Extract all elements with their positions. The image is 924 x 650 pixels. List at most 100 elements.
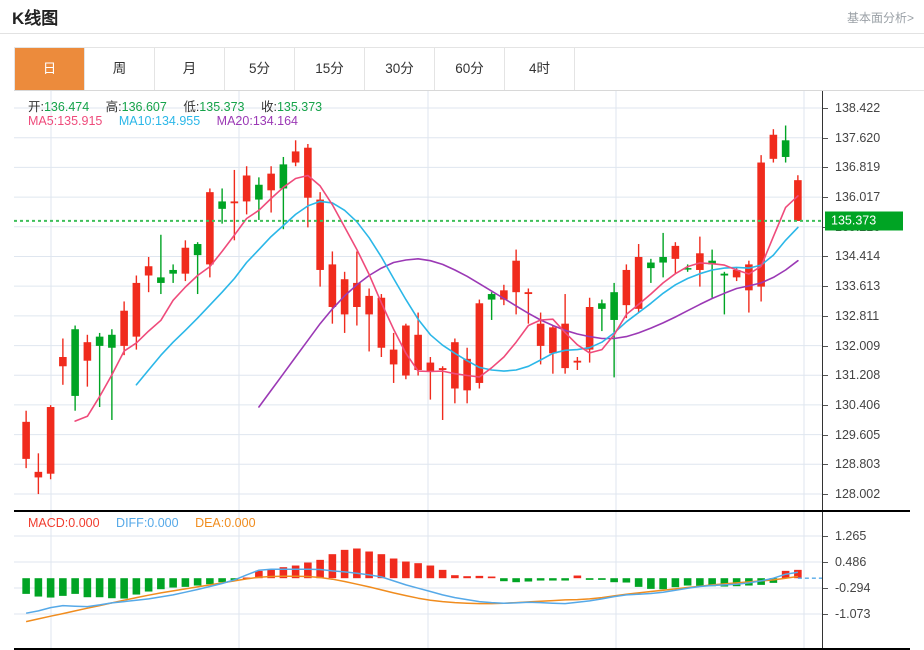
- macd-axis-label: 0.486: [835, 554, 867, 569]
- price-axis-tick: [823, 197, 828, 199]
- macd-axis: 1.265 0.486 -0.294 -1.073: [822, 512, 910, 648]
- candle: [120, 301, 128, 356]
- price-axis-label: 138.422: [835, 101, 881, 115]
- candle: [598, 299, 606, 332]
- price-axis-label: 136.819: [835, 160, 881, 175]
- price-axis-tick: [823, 315, 828, 317]
- candle: [304, 144, 312, 228]
- price-axis-tick: [823, 167, 828, 169]
- candle: [206, 188, 214, 278]
- price-axis-tick: [823, 434, 828, 436]
- candle: [157, 234, 165, 295]
- page-header: K线图 基本面分析>: [0, 0, 924, 34]
- macd-axis-label: -1.073: [835, 607, 871, 621]
- candle: [389, 332, 398, 383]
- candle: [438, 366, 447, 420]
- candle: [622, 264, 631, 319]
- candle: [794, 175, 802, 221]
- candle: [426, 357, 435, 400]
- candle: [757, 155, 765, 302]
- candle: [487, 292, 496, 320]
- page-title: K线图: [12, 9, 59, 28]
- candle: [610, 282, 618, 378]
- price-axis-label: 130.406: [835, 397, 881, 412]
- candle: [683, 264, 692, 272]
- candle: [34, 453, 43, 495]
- candle: [524, 288, 533, 324]
- macd-plot: [14, 512, 822, 648]
- fundamental-analysis-link[interactable]: 基本面分析>: [846, 11, 914, 25]
- price-axis-label: 132.811: [835, 308, 880, 323]
- candle: [671, 242, 680, 274]
- tab-4hour[interactable]: 4时: [505, 48, 575, 90]
- candle: [769, 129, 778, 163]
- macd-pane[interactable]: MACD:0.000 DIFF:0.000 DEA:0.000 1.265 0.4…: [14, 512, 910, 650]
- price-axis-tick: [823, 286, 828, 288]
- timeframe-tabbar: 日 周 月 5分 15分 30分 60分 4时: [14, 47, 924, 91]
- tab-month[interactable]: 月: [155, 48, 225, 90]
- tab-60min[interactable]: 60分: [435, 48, 505, 90]
- candle: [536, 312, 545, 365]
- price-axis-tick: [823, 256, 828, 258]
- candle: [242, 166, 251, 215]
- candle: [267, 166, 275, 213]
- candle: [169, 264, 177, 283]
- candle: [95, 332, 104, 408]
- candle: [475, 299, 484, 389]
- price-axis: 138.422137.620136.819136.017135.216134.4…: [822, 91, 910, 510]
- macd-axis-tick: [823, 561, 828, 563]
- price-axis-tick: [823, 494, 828, 495]
- candle: [291, 140, 300, 167]
- macd-axis-label: -0.294: [835, 581, 871, 595]
- tab-15min[interactable]: 15分: [295, 48, 365, 90]
- macd-axis-tick: [823, 536, 828, 537]
- price-axis-label: 129.605: [835, 427, 881, 442]
- candle: [781, 125, 790, 163]
- candle: [585, 297, 594, 363]
- candle: [340, 271, 349, 333]
- candle: [708, 249, 716, 298]
- candle: [512, 249, 520, 315]
- candle: [230, 169, 239, 241]
- price-axis-tick: [823, 375, 828, 377]
- candle: [71, 325, 79, 411]
- price-axis-tick: [823, 137, 828, 139]
- candle: [561, 294, 569, 374]
- candle: [414, 312, 422, 376]
- candle: [634, 244, 643, 313]
- kline-chart[interactable]: 开:136.474 高:136.607 低:135.373 收:135.373 …: [14, 90, 910, 650]
- candle: [22, 410, 30, 469]
- price-axis-label: 137.620: [835, 130, 881, 145]
- price-axis-tick: [823, 404, 828, 406]
- price-axis-tick: [823, 345, 828, 347]
- tab-week[interactable]: 周: [85, 48, 155, 90]
- candle: [500, 284, 508, 306]
- candle: [83, 334, 92, 387]
- price-plot: [14, 91, 822, 510]
- macd-axis-label: 1.265: [835, 529, 867, 543]
- candle: [46, 405, 55, 480]
- candle: [647, 258, 655, 283]
- candle: [328, 251, 337, 324]
- current-price-badge: 135.373: [825, 211, 903, 231]
- candle: [402, 323, 410, 380]
- candle: [193, 242, 202, 295]
- price-pane[interactable]: 开:136.474 高:136.607 低:135.373 收:135.373 …: [14, 91, 910, 512]
- tab-5min[interactable]: 5分: [225, 48, 295, 90]
- candle: [696, 236, 704, 287]
- price-axis-label: 136.017: [835, 190, 881, 205]
- macd-axis-tick: [823, 588, 828, 589]
- price-axis-tick: [823, 464, 828, 466]
- candle: [659, 232, 667, 278]
- price-axis-label: 132.009: [835, 338, 881, 353]
- tab-day[interactable]: 日: [15, 48, 85, 90]
- price-axis-label: 131.208: [835, 368, 881, 383]
- candle: [255, 177, 263, 220]
- candle: [144, 256, 153, 293]
- candle: [279, 156, 288, 230]
- candle: [316, 192, 324, 287]
- candle: [365, 288, 373, 352]
- candle: [218, 188, 226, 224]
- tabbar-filler: [575, 48, 924, 90]
- tab-30min[interactable]: 30分: [365, 48, 435, 90]
